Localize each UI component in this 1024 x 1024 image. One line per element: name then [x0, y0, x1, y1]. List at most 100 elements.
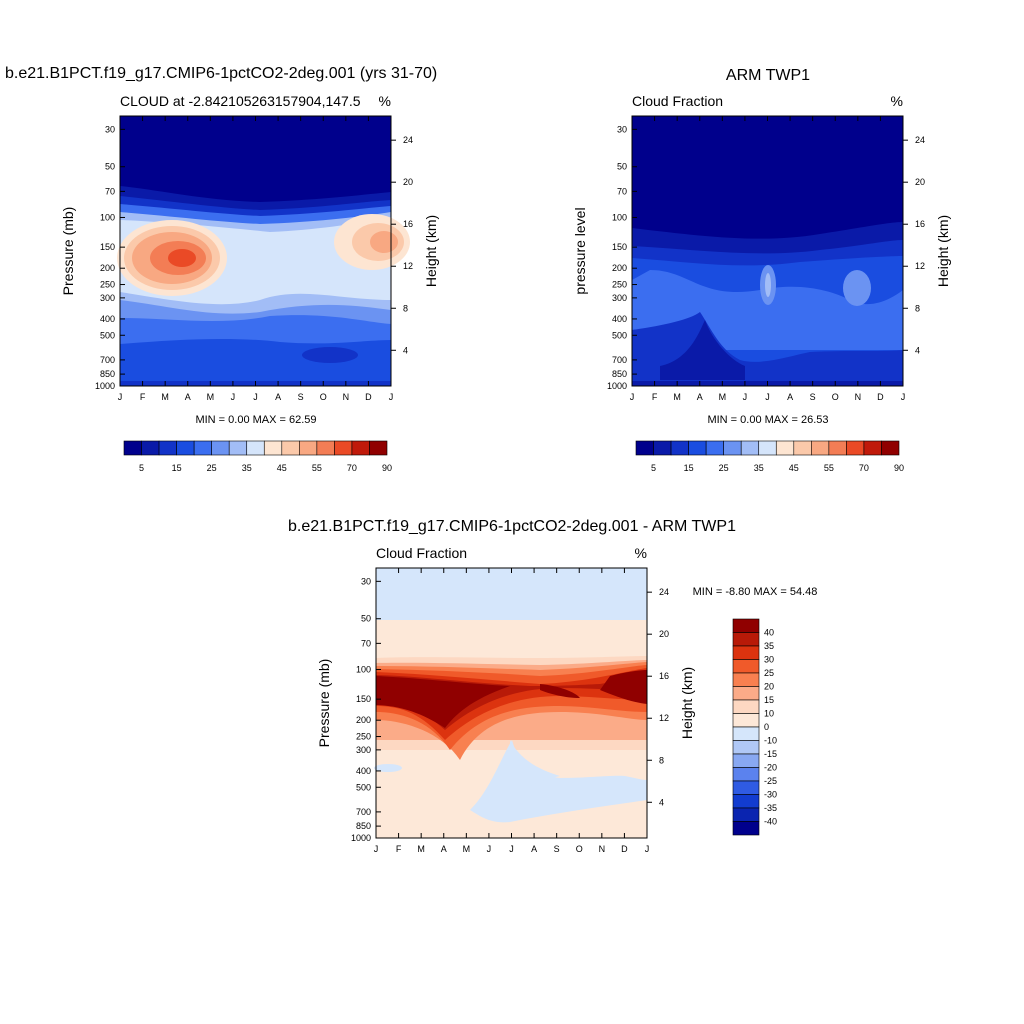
panel1-subtitle-left: CLOUD at -2.842105263157904,147.5 [120, 93, 361, 109]
colorbar-label: 0 [764, 722, 769, 732]
height-tick-label: 20 [403, 177, 413, 187]
colorbar-label: -10 [764, 736, 777, 746]
colorbar-box [811, 440, 830, 456]
colorbar-label: 25 [719, 463, 729, 473]
panel2-ylabel: pressure level [572, 207, 588, 294]
y-tick-label: 200 [356, 715, 371, 725]
colorbar-box [732, 659, 760, 674]
colorbar-label: 90 [894, 463, 904, 473]
colorbar-box [732, 618, 760, 633]
x-tick-label: O [320, 392, 327, 402]
colorbar-box [758, 440, 777, 456]
panel3-ylabel: Pressure (mb) [316, 659, 332, 748]
panel3-colorbar: 40 35 30 25 20 15 10 0 -10 -15 -20 -25 -30 -35 -40 [732, 618, 777, 836]
colorbar-box [732, 713, 760, 728]
x-tick-label: F [140, 392, 146, 402]
colorbar-label: 35 [754, 463, 764, 473]
x-tick-label: S [810, 392, 816, 402]
colorbar-label: 35 [764, 641, 774, 651]
colorbar-box [732, 794, 760, 809]
colorbar-label: 90 [382, 463, 392, 473]
colorbar-label: 45 [789, 463, 799, 473]
y-tick-label: 50 [617, 162, 627, 172]
x-tick-label: M [417, 844, 425, 854]
y-tick-label: 70 [361, 638, 371, 648]
colorbar-box [211, 440, 230, 456]
y-tick-label: 1000 [95, 381, 115, 391]
colorbar-label: 35 [242, 463, 252, 473]
height-tick-label: 4 [915, 345, 920, 355]
colorbar-box [732, 753, 760, 768]
x-tick-label: J [765, 392, 770, 402]
colorbar-box [732, 821, 760, 836]
colorbar-label: 55 [312, 463, 322, 473]
colorbar-box [141, 440, 160, 456]
height-tick-label: 24 [659, 587, 669, 597]
x-tick-label: J [630, 392, 635, 402]
y-tick-label: 300 [356, 745, 371, 755]
y-tick-label: 100 [100, 212, 115, 222]
y-tick-label: 30 [361, 576, 371, 586]
colorbar-label: 5 [651, 463, 656, 473]
x-tick-label: M [673, 392, 681, 402]
height-tick-label: 24 [915, 135, 925, 145]
y-tick-label: 150 [100, 242, 115, 252]
x-tick-label: J [374, 844, 379, 854]
colorbar-box [732, 740, 760, 755]
x-tick-label: M [463, 844, 471, 854]
x-tick-label: M [161, 392, 169, 402]
colorbar-box [316, 440, 335, 456]
colorbar-label: 70 [347, 463, 357, 473]
height-tick-label: 4 [659, 797, 664, 807]
colorbar-label: -25 [764, 776, 777, 786]
colorbar-box [863, 440, 882, 456]
x-tick-label: J [743, 392, 748, 402]
panel-obs: ARM TWP1 Cloud Fraction % pressure level… [572, 67, 951, 473]
height-tick-label: 12 [915, 261, 925, 271]
colorbar-label: -35 [764, 803, 777, 813]
x-tick-label: M [207, 392, 215, 402]
colorbar-label: 10 [764, 709, 774, 719]
y-tick-label: 30 [617, 124, 627, 134]
colorbar-box [775, 440, 795, 456]
x-tick-label: O [576, 844, 583, 854]
x-tick-label: N [599, 844, 606, 854]
height-tick-label: 16 [403, 219, 413, 229]
colorbar-box [334, 440, 353, 456]
height-tick-label: 16 [659, 671, 669, 681]
panel1-colorbar: 5 15 25 35 45 55 70 90 [123, 440, 392, 473]
colorbar-box [732, 645, 760, 660]
colorbar-box [193, 440, 212, 456]
y-tick-label: 700 [612, 355, 627, 365]
x-tick-label: D [365, 392, 372, 402]
height-tick-label: 20 [915, 177, 925, 187]
x-tick-label: J [901, 392, 906, 402]
x-tick-label: S [298, 392, 304, 402]
x-tick-label: A [697, 392, 703, 402]
colorbar-box [228, 440, 248, 456]
panel3-plot-area [374, 567, 648, 839]
x-tick-label: N [343, 392, 350, 402]
y-tick-label: 850 [100, 369, 115, 379]
colorbar-box [732, 672, 760, 687]
height-tick-label: 12 [659, 713, 669, 723]
colorbar-box [176, 440, 195, 456]
colorbar-label: 25 [207, 463, 217, 473]
colorbar-box [793, 440, 812, 456]
colorbar-box [732, 780, 760, 795]
panel2-stats: MIN = 0.00 MAX = 26.53 [707, 414, 828, 426]
colorbar-label: 20 [764, 682, 774, 692]
colorbar-box [732, 807, 760, 822]
panel1-subtitle-right: % [379, 93, 391, 109]
height-tick-label: 24 [403, 135, 413, 145]
y-tick-label: 50 [361, 614, 371, 624]
colorbar-box [369, 440, 388, 456]
x-tick-label: J [253, 392, 258, 402]
height-tick-label: 16 [915, 219, 925, 229]
y-tick-label: 700 [356, 807, 371, 817]
colorbar-label: 30 [764, 655, 774, 665]
colorbar-label: 70 [859, 463, 869, 473]
x-tick-label: D [621, 844, 628, 854]
panel1-ylabel: Pressure (mb) [60, 207, 76, 296]
y-tick-label: 850 [356, 821, 371, 831]
